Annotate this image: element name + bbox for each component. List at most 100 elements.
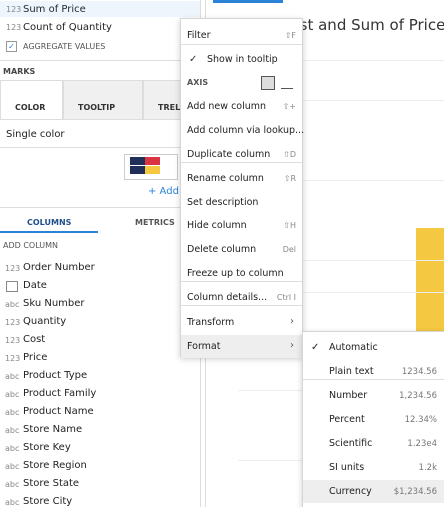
format-example: $1,234.56 [393,487,437,497]
column-type: abc [5,480,20,489]
swatch [130,157,145,165]
grid-line [238,60,444,61]
column-name[interactable]: Date [23,280,47,291]
divider [0,60,200,61]
column-name[interactable]: Store Name [23,424,83,435]
column-name[interactable]: Order Number [23,262,95,273]
context-menu: Filter ⇧F Show in tooltip ✓ AXIS Add new colu… [180,18,305,358]
format-item[interactable]: Automatic [329,342,378,353]
column-type: abc [5,390,20,399]
format-item[interactable]: Number [329,390,368,401]
field-name[interactable]: Count of Quantity [23,22,112,33]
column-name[interactable]: Cost [23,334,46,345]
tab-underline [0,231,98,233]
grid-line [238,180,444,181]
column-type: 123 [5,354,21,363]
column-name[interactable]: Store Region [23,460,87,471]
divider [0,207,200,208]
column-type: abc [5,444,20,453]
marks-title: MARKS [3,67,36,76]
format-example: 12.34% [404,415,437,425]
add-color[interactable]: + Add [148,186,179,197]
menu-item[interactable]: Transform [187,317,235,328]
menu-item[interactable]: Set description [187,197,259,208]
grid-line [238,292,444,293]
check-icon: ✓ [311,342,320,353]
shortcut: ⇧D [283,150,296,159]
menu-item[interactable]: Duplicate column [187,149,271,160]
shortcut: ⇧F [284,31,296,40]
field-highlight [0,1,200,17]
column-type: 123 [5,336,21,345]
panel-tab[interactable]: METRICS [135,218,175,227]
menu-item[interactable]: Add new column [187,101,267,112]
swatch-box[interactable] [124,154,178,180]
menu-item[interactable]: Column details... [187,292,268,303]
format-example: 1.23e4 [407,439,437,449]
checkbox: ✓ [6,41,17,52]
shortcut: ⇧H [283,221,296,230]
column-type: 123 [5,318,21,327]
column-type: abc [5,408,20,417]
check-icon: ✓ [189,54,198,65]
format-item[interactable]: Scientific [329,438,373,449]
format-item[interactable]: Percent [329,414,365,425]
column-type: abc [5,372,20,381]
axis-icon[interactable] [281,76,293,89]
swatch [130,166,145,174]
marks-tab-label[interactable]: COLOR [15,103,46,112]
submenu-arrow: › [290,316,294,327]
column-name[interactable]: Store State [23,478,80,489]
shortcut: ⇧+ [282,102,296,111]
marks-tab-label[interactable]: TOOLTIP [78,103,116,112]
column-name[interactable]: Store City [23,496,73,507]
format-item[interactable]: Currency [329,486,372,497]
column-name[interactable]: Price [23,352,48,363]
format-example: 1234.56 [401,367,437,377]
marks-tab[interactable] [0,80,63,120]
menu-item[interactable]: Hide column [187,220,247,231]
date-icon [6,281,18,292]
column-name[interactable]: Product Name [23,406,94,417]
field-name[interactable]: Sum of Price [23,4,86,15]
format-example: 1,234.56 [399,391,437,401]
marks-tab[interactable] [63,80,143,120]
menu-item[interactable]: Show in tooltip [207,54,278,65]
swatch [145,157,160,165]
submenu-arrow: › [290,340,294,351]
swatch [145,166,160,174]
column-name[interactable]: Sku Number [23,298,85,309]
separator [181,305,302,306]
chart-title: Cost and Sum of Price [280,16,444,34]
menu-item[interactable]: Delete column [187,244,257,255]
menu-item[interactable]: Filter [187,30,211,41]
menu-header: AXIS [187,78,209,87]
shortcut: Ctrl I [276,293,296,302]
panel-tab[interactable]: COLUMNS [27,218,72,227]
column-type: abc [5,498,20,507]
column-name[interactable]: Product Family [23,388,97,399]
format-example: 1.2k [418,463,437,473]
column-name[interactable]: Quantity [23,316,67,327]
axis-icon[interactable] [261,76,275,90]
menu-item[interactable]: Rename column [187,173,264,184]
column-name[interactable]: Product Type [23,370,88,381]
aggregate-label[interactable]: AGGREGATE VALUES [23,42,106,51]
separator [181,162,302,163]
column-name[interactable]: Store Key [23,442,71,453]
add-column[interactable]: ADD COLUMN [3,241,59,250]
color-mode[interactable]: Single color [6,129,65,140]
grid-line [238,100,444,101]
format-item[interactable]: Plain text [329,366,374,377]
format-item[interactable]: SI units [329,462,365,473]
field-type: 123 [6,5,22,14]
marks-tab-label[interactable]: TRELLIS [158,103,195,112]
menu-item[interactable]: Format [187,341,221,352]
shortcut: Del [282,245,296,254]
divider [0,147,200,148]
column-type: abc [5,426,20,435]
menu-highlight [181,335,302,358]
menu-item[interactable]: Freeze up to column [187,268,284,279]
menu-item[interactable]: Add column via lookup... [187,125,305,136]
